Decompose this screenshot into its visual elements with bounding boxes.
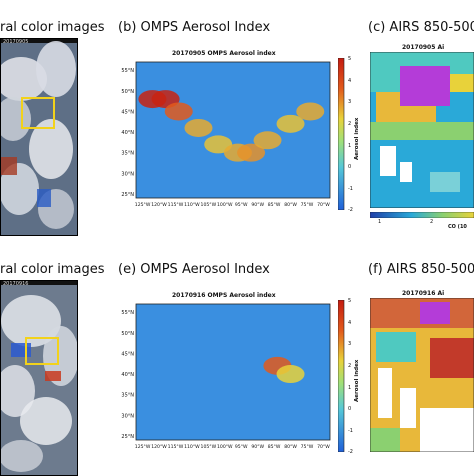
y-tick-label: 35°N xyxy=(121,393,134,399)
cb-tick: 1 xyxy=(348,385,352,391)
y-tick-label: 40°N xyxy=(121,130,134,136)
plume-point-9 xyxy=(296,102,325,121)
plume-point-8 xyxy=(276,114,305,133)
y-tick-label: 45°N xyxy=(121,109,134,115)
panel-c-co-tick: 1 xyxy=(378,219,382,225)
plume-point-7 xyxy=(253,131,282,150)
y-tick-label: 55°N xyxy=(121,310,134,316)
x-tick-label: 70°W xyxy=(317,444,330,450)
panel-c-colorbar xyxy=(370,212,474,218)
panel-b-map-title: 20170905 OMPS Aerosol index xyxy=(172,50,276,57)
x-tick-label: 100°W xyxy=(217,202,233,208)
cb-tick: 2 xyxy=(348,363,352,369)
panel-d-satellite-image: 20170916 xyxy=(0,280,78,476)
panel-e-heading: (e) OMPS Aerosol Index xyxy=(118,262,270,277)
cb-tick: 0 xyxy=(348,164,352,170)
panel-c-map-title: 20170905 Ai xyxy=(402,44,445,51)
cb-tick: -1 xyxy=(348,428,353,434)
panel-c-heading: (c) AIRS 850-500 h xyxy=(368,20,474,35)
x-tick-label: 80°W xyxy=(284,444,297,450)
cb-tick: 0 xyxy=(348,406,352,412)
panel-b-heading: (b) OMPS Aerosol Index xyxy=(118,20,271,35)
x-tick-label: 70°W xyxy=(317,202,330,208)
satellite-clouds-d xyxy=(1,285,77,475)
x-tick-label: 115°W xyxy=(168,202,184,208)
x-tick-label: 105°W xyxy=(201,202,217,208)
x-tick-label: 125°W xyxy=(135,444,151,450)
x-tick-label: 90°W xyxy=(251,202,264,208)
panel-e-map-title: 20170916 OMPS Aerosol index xyxy=(172,292,276,299)
panel-c-co-label: CO (10 xyxy=(448,224,467,230)
cb-tick: 2 xyxy=(348,121,352,127)
panel-a-heading: ral color images xyxy=(0,20,105,35)
x-tick-label: 75°W xyxy=(301,444,314,450)
x-tick-label: 90°W xyxy=(251,444,264,450)
x-tick-label: 120°W xyxy=(151,202,167,208)
x-tick-label: 115°W xyxy=(168,444,184,450)
x-tick-label: 80°W xyxy=(284,202,297,208)
x-tick-label: 100°W xyxy=(217,444,233,450)
map-background xyxy=(136,62,330,198)
x-tick-label: 105°W xyxy=(201,444,217,450)
cb-tick: 1 xyxy=(348,143,352,149)
x-tick-label: 120°W xyxy=(151,444,167,450)
panel-d-heading: ral color images xyxy=(0,262,105,277)
y-tick-label: 30°N xyxy=(121,171,134,177)
cb-tick: 4 xyxy=(348,320,352,326)
x-tick-label: 75°W xyxy=(301,202,314,208)
y-tick-label: 40°N xyxy=(121,372,134,378)
cb-tick: 3 xyxy=(348,341,352,347)
y-tick-label: 50°N xyxy=(121,331,134,337)
map-frame xyxy=(135,303,331,441)
cb-tick: 5 xyxy=(348,298,352,304)
panel-a-satellite-image: 20170905 xyxy=(0,38,78,236)
y-tick-label: 35°N xyxy=(121,151,134,157)
cb-tick: 4 xyxy=(348,78,352,84)
x-tick-label: 125°W xyxy=(135,202,151,208)
x-tick-label: 95°W xyxy=(235,202,248,208)
cb-tick: 5 xyxy=(348,56,352,62)
panel-e-colorbar xyxy=(338,300,345,452)
plume-point-2 xyxy=(164,102,193,121)
plume-point-1 xyxy=(276,365,305,384)
x-tick-label: 85°W xyxy=(268,444,281,450)
panel-f-map-title: 20170916 Ai xyxy=(402,290,445,297)
cb-tick: -1 xyxy=(348,186,353,192)
y-tick-label: 45°N xyxy=(121,351,134,357)
plume-point-3 xyxy=(184,118,213,137)
x-tick-label: 110°W xyxy=(184,444,200,450)
y-tick-label: 55°N xyxy=(121,68,134,74)
x-tick-label: 95°W xyxy=(235,444,248,450)
y-tick-label: 30°N xyxy=(121,413,134,419)
cb-tick: -2 xyxy=(348,449,353,455)
panel-f-heading: (f) AIRS 850-500 h xyxy=(368,262,474,277)
map-frame xyxy=(135,61,331,199)
panel-b-colorbar-label: Aerosol index xyxy=(354,117,360,160)
satellite-clouds-a xyxy=(1,41,77,235)
y-tick-label: 25°N xyxy=(121,434,134,440)
cb-tick: 3 xyxy=(348,99,352,105)
x-tick-label: 85°W xyxy=(268,202,281,208)
cb-tick: -2 xyxy=(348,207,353,213)
x-tick-label: 110°W xyxy=(184,202,200,208)
panel-f-heatmap xyxy=(370,298,474,452)
panel-d-date: 20170916 xyxy=(3,281,29,287)
panel-a-highlight-box xyxy=(21,97,55,129)
panel-b-colorbar xyxy=(338,58,345,210)
plume-point-6 xyxy=(237,143,266,162)
y-tick-label: 50°N xyxy=(121,89,134,95)
y-tick-label: 25°N xyxy=(121,192,134,198)
panel-e-colorbar-label: Aerosol index xyxy=(354,359,360,402)
panel-c-heatmap xyxy=(370,52,474,208)
panel-c-co-tick: 2 xyxy=(430,219,434,225)
panel-a-date: 20170905 xyxy=(3,39,29,45)
panel-d-highlight-box xyxy=(25,337,59,365)
